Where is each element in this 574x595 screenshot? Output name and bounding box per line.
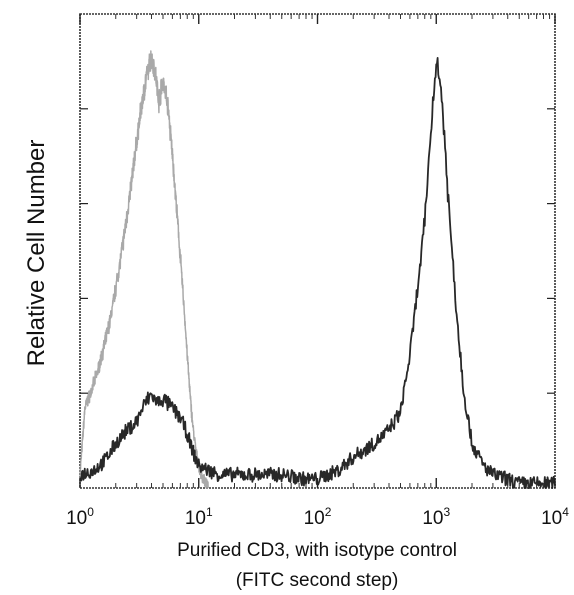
- x-axis-label-line1: Purified CD3, with isotype control: [177, 540, 457, 561]
- x-axis-label-line2: (FITC second step): [236, 570, 399, 591]
- y-axis-label: Relative Cell Number: [23, 140, 50, 367]
- series-line-cd3: [79, 57, 556, 489]
- series-layer: [79, 50, 556, 489]
- tick-labels: 100 101 102 103 104: [66, 505, 569, 529]
- x-tick-label: 103: [422, 505, 450, 529]
- ticks-layer: [79, 14, 556, 488]
- series-line-isotype: [79, 50, 209, 489]
- x-tick-label: 104: [541, 505, 569, 529]
- x-tick-label: 102: [304, 505, 332, 529]
- x-tick-label: 101: [185, 505, 213, 529]
- x-tick-label: 100: [66, 505, 94, 529]
- plot-frame: [79, 13, 556, 489]
- plot-area: [79, 13, 556, 489]
